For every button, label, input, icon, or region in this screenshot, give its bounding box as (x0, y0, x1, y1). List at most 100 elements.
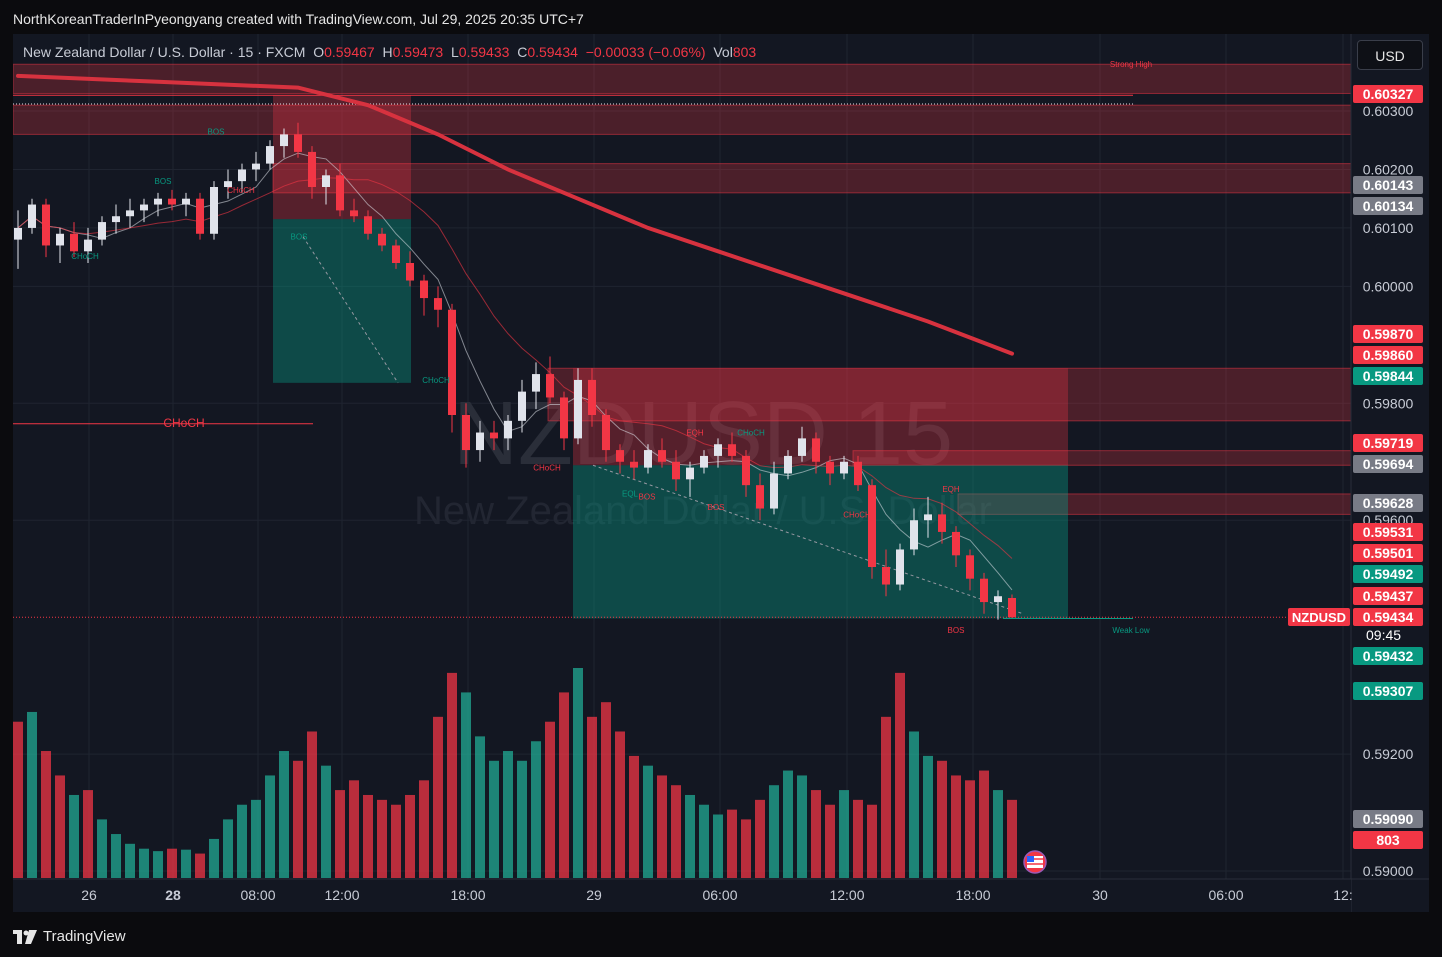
price-label: 0.60143 (1353, 176, 1423, 194)
candle-body (574, 379, 582, 439)
candle-body (210, 187, 218, 234)
symbol-tag: NZDUSD (1292, 610, 1346, 625)
position-reward-zone (273, 219, 411, 383)
price-label: 0.59090 (1353, 810, 1423, 828)
candle (826, 455, 834, 486)
candle (546, 356, 554, 404)
chart-frame[interactable]: NZDUSD 15 New Zealand Dollar / U.S. Dolla… (13, 34, 1429, 912)
candle (168, 189, 176, 211)
candle (462, 403, 470, 468)
volume-bar (419, 780, 429, 878)
smc-annotation: BOS (155, 177, 172, 186)
volume-bar (363, 794, 373, 878)
candle (196, 192, 204, 240)
countdown-label: 09:45 (1366, 627, 1401, 643)
time-tick-label: 29 (586, 887, 602, 903)
candle-body (294, 134, 302, 152)
price-label-text: 0.59531 (1363, 524, 1414, 540)
candle-body (910, 520, 918, 550)
smc-annotation: BOS (291, 233, 308, 242)
volume-bar (13, 721, 23, 878)
volume-bar (587, 716, 597, 878)
currency-button[interactable]: USD (1357, 40, 1423, 70)
candle (644, 444, 652, 474)
price-label: 0.59434 (1353, 608, 1423, 626)
price-tick-label: 0.59200 (1363, 746, 1414, 762)
candle (574, 368, 582, 445)
price-label: 0.59307 (1353, 682, 1423, 700)
time-tick-label: 08:00 (240, 887, 275, 903)
volume-bar (195, 853, 205, 878)
candle-body (378, 233, 386, 246)
candle (112, 204, 120, 234)
volume-bar (671, 785, 681, 878)
supply-zone (13, 63, 1352, 94)
price-label-text: 0.59719 (1363, 435, 1414, 451)
candle (924, 496, 932, 538)
volume-bar (377, 799, 387, 878)
supply-zone (547, 367, 1352, 422)
smc-annotation: CHoCH (422, 376, 450, 385)
candle (728, 432, 736, 462)
candle (252, 151, 260, 182)
price-label: 0.59694 (1353, 455, 1423, 473)
volume-bar (111, 834, 121, 878)
volume-bar (27, 711, 37, 878)
candle-body (462, 415, 470, 451)
volume-bar (657, 775, 667, 878)
candle (364, 210, 372, 240)
candle (588, 368, 596, 427)
price-label-box (1353, 647, 1423, 665)
time-tick-label: 18:00 (955, 887, 990, 903)
price-tick-label: 0.60100 (1363, 220, 1414, 236)
price-label-text: 0.59844 (1363, 368, 1414, 384)
candle (994, 590, 1002, 620)
trend-line (302, 236, 399, 384)
time-tick-label: 06:00 (702, 887, 737, 903)
price-tick-label: 0.60200 (1363, 161, 1414, 177)
smc-annotation: CHoCH (843, 510, 871, 519)
candle-body (1008, 597, 1016, 618)
position-risk-zone (573, 368, 1068, 466)
volume-bar (811, 790, 821, 878)
smc-annotation: CHoCH (533, 464, 561, 473)
candle (882, 549, 890, 597)
volume-bar (699, 804, 709, 878)
candle (938, 502, 946, 544)
volume-bar (615, 731, 625, 878)
candle (392, 239, 400, 269)
candle-body (728, 444, 736, 456)
volume-bar (433, 716, 443, 878)
time-tick-label: 06:00 (1208, 887, 1243, 903)
volume-bar (279, 751, 289, 878)
candle-body (616, 450, 624, 462)
candle (406, 251, 414, 287)
candle-body (476, 432, 484, 451)
candle (294, 122, 302, 158)
candle-body (266, 146, 274, 164)
price-label-text: 0.59434 (1363, 609, 1414, 625)
candle-body (154, 198, 162, 205)
volume-bar (545, 721, 555, 878)
candle (14, 210, 22, 269)
time-tick-label: 30 (1092, 887, 1108, 903)
candle (980, 572, 988, 614)
candle-body (840, 461, 848, 474)
candle-body (238, 169, 246, 182)
open-value: 0.59467 (324, 44, 375, 60)
price-tick-label: 0.59800 (1363, 395, 1414, 411)
volume-bar (181, 849, 191, 878)
price-label: 0.59719 (1353, 434, 1423, 452)
price-label-text: 0.59628 (1363, 495, 1414, 511)
price-label-box (1353, 85, 1423, 103)
candle (672, 450, 680, 491)
candle-body (14, 227, 22, 240)
top-bar: NorthKoreanTraderInPyeongyang created wi… (0, 0, 1442, 34)
tradingview-logo[interactable]: TradingView (13, 928, 126, 945)
candle-body (742, 455, 750, 486)
smc-annotation: CHoCH (737, 429, 765, 438)
price-label-box (1353, 455, 1423, 473)
price-tick-label: 0.60300 (1363, 103, 1414, 119)
candle (700, 450, 708, 474)
